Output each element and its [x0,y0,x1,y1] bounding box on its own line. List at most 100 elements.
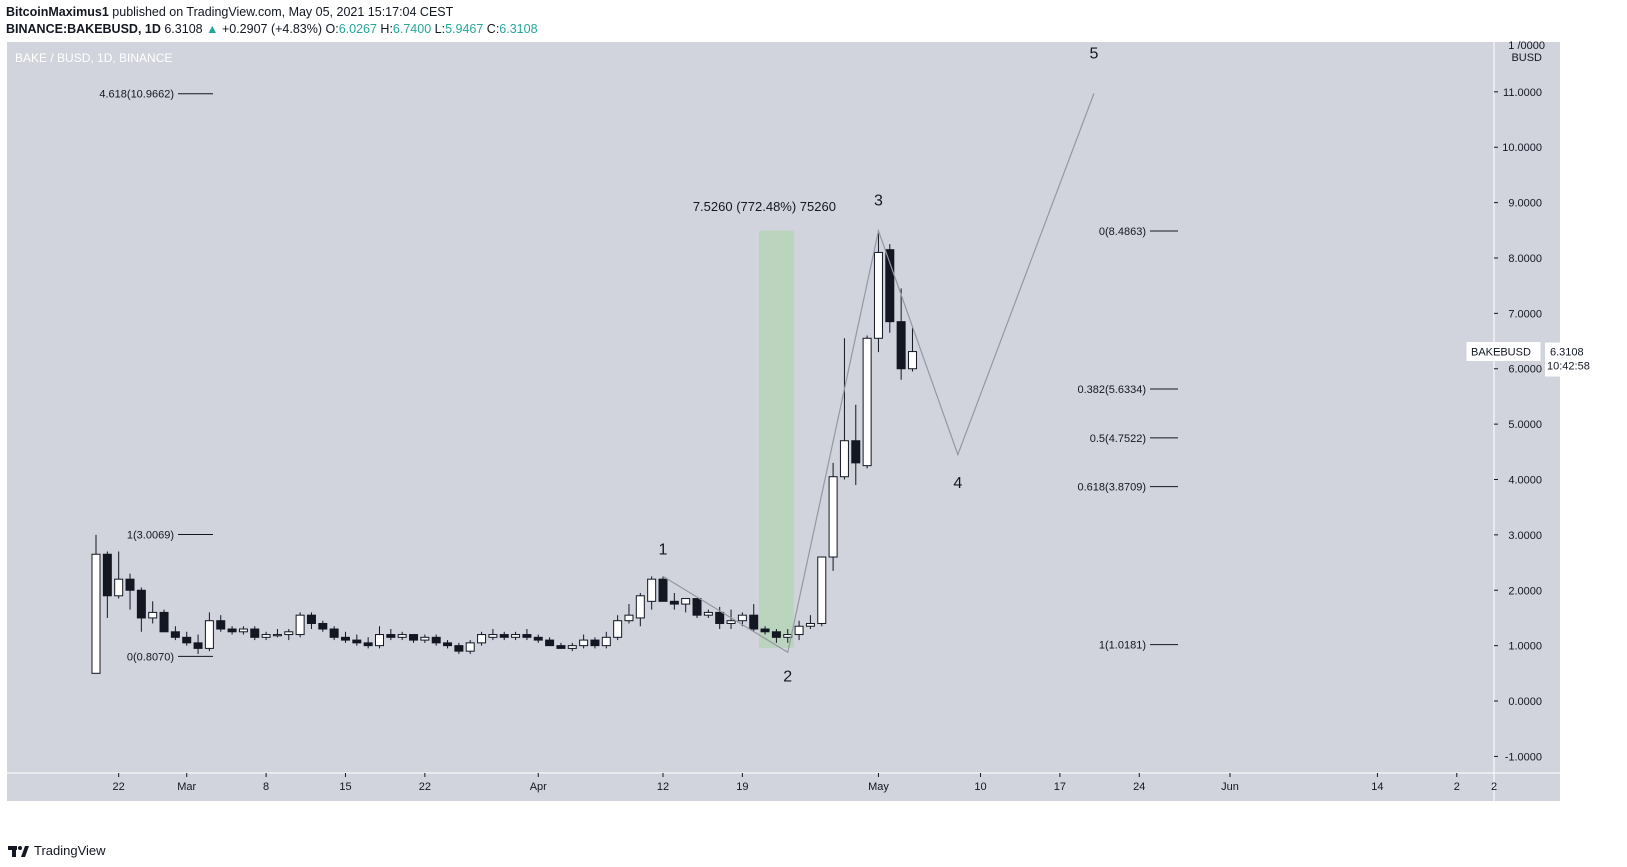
candle-body-up [238,628,248,633]
candle[interactable] [658,576,668,602]
candle[interactable] [477,631,487,646]
candle[interactable] [885,244,895,333]
candle[interactable] [352,634,362,646]
candle[interactable] [488,629,498,641]
candle[interactable] [340,631,350,643]
candle[interactable] [896,288,906,380]
candle[interactable] [363,637,373,649]
candle[interactable] [511,631,521,641]
candle[interactable] [556,642,566,649]
candle[interactable] [726,609,736,630]
candle[interactable] [238,626,248,635]
candle[interactable] [862,335,872,469]
candle[interactable] [873,230,883,353]
candle[interactable] [635,593,645,627]
x-tick-label: 14 [1371,781,1383,793]
candle[interactable] [737,612,747,627]
candle[interactable] [159,609,169,633]
candle[interactable] [375,626,384,649]
fib-level-label: 0.382(5.6334) [1078,384,1147,396]
candle[interactable] [499,631,509,641]
candle[interactable] [590,637,600,649]
wave-label-4: 4 [953,475,962,492]
candle[interactable] [522,629,532,641]
candle[interactable] [125,573,135,610]
candle-body-up [465,642,475,652]
candle[interactable] [306,612,316,630]
candle[interactable] [443,640,453,649]
candle[interactable] [771,629,781,643]
candle-body-up [261,634,271,638]
candle[interactable] [227,626,237,635]
candle-body-up [204,620,214,649]
close-label: C: [486,22,500,36]
candle[interactable] [295,612,305,638]
candle[interactable] [182,631,192,646]
candle[interactable] [148,601,158,624]
publish-info: published on TradingView.com, May 05, 20… [112,5,454,19]
candle[interactable] [647,576,657,610]
candle[interactable] [114,551,124,599]
candle[interactable] [579,634,589,649]
candle[interactable] [794,620,804,641]
candle[interactable] [397,631,407,641]
candle[interactable] [91,534,101,674]
candle[interactable] [613,615,623,641]
high-value: 6.7400 [392,22,432,36]
candle[interactable] [136,587,146,632]
elliott-wave-path[interactable] [662,93,1095,654]
candle[interactable] [692,598,702,618]
y-tick-label: 4.0000 [1508,474,1542,486]
open-value: 6.0267 [338,22,377,36]
candle[interactable] [851,404,861,486]
x-tick-label: 12 [657,781,669,793]
candle[interactable] [454,642,464,654]
candle[interactable] [828,462,838,571]
candle-body-down [771,631,781,638]
candle[interactable] [102,551,112,618]
candle[interactable] [907,327,917,372]
candle-body-up [726,620,736,624]
chart-pane[interactable] [7,42,1494,773]
candle[interactable] [805,615,815,630]
fib-level-label: 4.618(10.9662) [99,89,174,101]
candle[interactable] [703,609,713,618]
candle[interactable] [681,598,691,613]
y-axis-unit: BUSD [1511,52,1542,64]
price-axis[interactable] [1494,42,1560,773]
candle[interactable] [409,634,419,643]
candle[interactable] [533,634,543,643]
candle[interactable] [567,642,577,652]
candle[interactable] [261,631,271,641]
y-tick-label: 9.0000 [1508,198,1542,210]
candle[interactable] [250,626,260,641]
candle[interactable] [817,556,827,627]
candle[interactable] [601,631,611,649]
candle[interactable] [204,612,214,652]
candle[interactable] [318,620,328,632]
publish-line: BitcoinMaximus1 published on TradingView… [6,5,453,19]
candle[interactable] [272,629,282,638]
candle[interactable] [386,629,396,641]
candle[interactable] [749,604,759,632]
candle[interactable] [669,593,679,610]
author-name[interactable]: BitcoinMaximus1 [6,5,109,19]
candle[interactable] [420,634,430,643]
candle[interactable] [624,604,634,624]
candle[interactable] [760,626,770,635]
candle[interactable] [193,634,203,654]
candle[interactable] [329,626,339,641]
candle[interactable] [216,615,226,632]
y-tick-label: 5.0000 [1508,419,1542,431]
candle[interactable] [545,637,555,647]
measure-range-box[interactable] [759,230,794,648]
footer-brand[interactable]: TradingView [8,843,106,858]
candle[interactable] [431,634,441,646]
candle[interactable] [284,629,294,641]
candle[interactable] [465,640,475,654]
candle[interactable] [839,338,849,480]
fib-level-label: 1(1.0181) [1099,640,1146,652]
time-axis[interactable] [7,773,1560,801]
candle[interactable] [170,626,180,641]
